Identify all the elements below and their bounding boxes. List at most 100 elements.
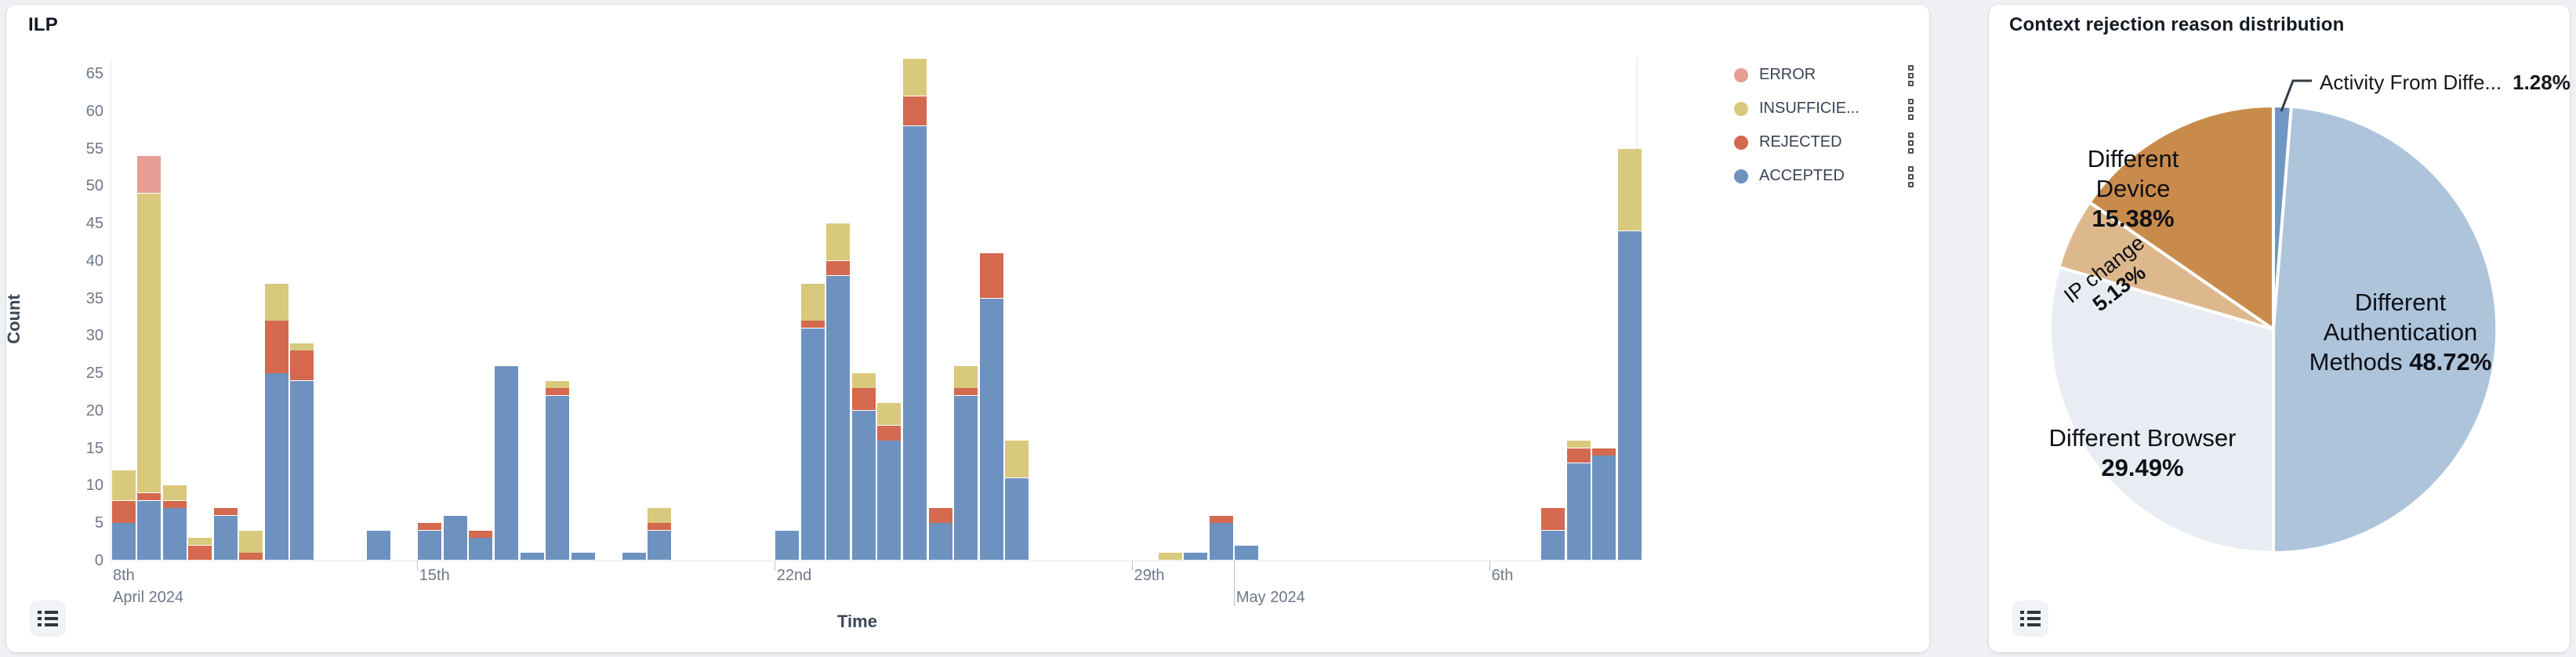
legend-item-insufficie[interactable]: INSUFFICIE... bbox=[1734, 100, 1859, 118]
legend-item-rejected[interactable]: REJECTED bbox=[1734, 133, 1842, 151]
bar-segment-insufficient[interactable] bbox=[1566, 441, 1591, 448]
bar-segment-accepted[interactable] bbox=[213, 515, 238, 561]
bar-segment-insufficient[interactable] bbox=[137, 193, 161, 493]
bar-segment-rejected[interactable] bbox=[648, 523, 672, 531]
bar-segment-rejected[interactable] bbox=[877, 426, 902, 441]
bar-segment-accepted[interactable] bbox=[775, 530, 800, 561]
bar-segment-rejected[interactable] bbox=[1566, 448, 1591, 463]
bar-segment-error[interactable] bbox=[137, 156, 161, 194]
legend-drag-handle-icon[interactable] bbox=[1908, 131, 1914, 154]
bar-segment-accepted[interactable] bbox=[1541, 530, 1566, 561]
bar-segment-rejected[interactable] bbox=[851, 388, 876, 411]
x-axis-tick-label: 6th bbox=[1491, 567, 1514, 584]
x-axis-tick-label: 29th bbox=[1134, 567, 1165, 584]
pie-slice-different-browser[interactable]: Different Browser 29.49% bbox=[2048, 265, 2275, 554]
bar-segment-insufficient[interactable] bbox=[1005, 441, 1029, 478]
bar-segment-insufficient[interactable] bbox=[954, 365, 978, 388]
bar-segment-insufficient[interactable] bbox=[239, 530, 263, 553]
bar-segment-rejected[interactable] bbox=[903, 96, 927, 126]
x-axis-tick-sublabel: April 2024 bbox=[113, 589, 184, 606]
bar-segment-rejected[interactable] bbox=[1592, 448, 1616, 456]
bar-segment-accepted[interactable] bbox=[367, 530, 391, 561]
bar-segment-accepted[interactable] bbox=[469, 538, 493, 561]
bar-segment-insufficient[interactable] bbox=[290, 343, 314, 350]
pie-slice-different-authentication-methods[interactable]: Different Authentication Methods 48.72% bbox=[2272, 104, 2499, 554]
bar-segment-accepted[interactable] bbox=[571, 553, 595, 561]
bar-segment-accepted[interactable] bbox=[546, 395, 570, 561]
y-axis-tick-label: 5 bbox=[94, 514, 103, 532]
bar-segment-accepted[interactable] bbox=[162, 508, 187, 561]
bar-segment-accepted[interactable] bbox=[1566, 463, 1591, 561]
bar-segment-accepted[interactable] bbox=[826, 275, 851, 561]
bar-segment-accepted[interactable] bbox=[520, 553, 544, 561]
bar-segment-rejected[interactable] bbox=[239, 553, 263, 561]
bar-segment-accepted[interactable] bbox=[800, 328, 825, 561]
pie-slice-different-device[interactable]: Different Device 15.38% bbox=[2088, 104, 2275, 331]
bar-segment-accepted[interactable] bbox=[954, 395, 978, 561]
bar-segment-accepted[interactable] bbox=[903, 125, 927, 561]
bar-segment-insufficient[interactable] bbox=[877, 403, 902, 426]
bar-segment-accepted[interactable] bbox=[111, 523, 136, 561]
legend-label: INSUFFICIE... bbox=[1759, 100, 1859, 117]
bar-segment-insufficient[interactable] bbox=[546, 380, 570, 388]
bar-segment-rejected[interactable] bbox=[162, 500, 187, 508]
legend-drag-handle-icon[interactable] bbox=[1908, 64, 1914, 87]
bar-segment-accepted[interactable] bbox=[494, 365, 518, 561]
bar-segment-insufficient[interactable] bbox=[1158, 553, 1182, 561]
bar-segment-insufficient[interactable] bbox=[851, 373, 876, 388]
bar-segment-rejected[interactable] bbox=[1541, 508, 1566, 531]
bar-segment-accepted[interactable] bbox=[877, 441, 902, 561]
bar-segment-insufficient[interactable] bbox=[648, 508, 672, 523]
legend-list-toggle-button[interactable] bbox=[2012, 601, 2048, 637]
bar-segment-accepted[interactable] bbox=[1592, 456, 1616, 561]
bar-segment-rejected[interactable] bbox=[213, 508, 238, 516]
bar-segment-accepted[interactable] bbox=[1235, 545, 1259, 561]
bar-segment-insufficient[interactable] bbox=[1617, 148, 1642, 230]
ilp-panel-title: ILP bbox=[28, 14, 58, 35]
bar-segment-rejected[interactable] bbox=[954, 388, 978, 396]
bar-segment-rejected[interactable] bbox=[826, 260, 851, 276]
bar-segment-rejected[interactable] bbox=[928, 508, 952, 523]
bar-segment-accepted[interactable] bbox=[928, 523, 952, 561]
bar-segment-rejected[interactable] bbox=[290, 350, 314, 381]
bar-segment-accepted[interactable] bbox=[137, 500, 161, 561]
bar-segment-rejected[interactable] bbox=[979, 253, 1003, 298]
bar-segment-rejected[interactable] bbox=[188, 545, 212, 561]
bar-segment-insufficient[interactable] bbox=[162, 485, 187, 500]
bar-segment-rejected[interactable] bbox=[800, 321, 825, 328]
legend-drag-handle-icon[interactable] bbox=[1908, 165, 1914, 188]
bar-segment-accepted[interactable] bbox=[418, 530, 442, 561]
bar-segment-accepted[interactable] bbox=[1184, 553, 1208, 561]
pie-callout-line bbox=[2280, 79, 2312, 112]
legend-drag-handle-icon[interactable] bbox=[1908, 97, 1914, 121]
bar-segment-rejected[interactable] bbox=[546, 388, 570, 396]
legend-label: REJECTED bbox=[1759, 133, 1842, 151]
bar-segment-rejected[interactable] bbox=[264, 321, 288, 373]
legend-item-accepted[interactable]: ACCEPTED bbox=[1734, 167, 1845, 185]
bar-segment-rejected[interactable] bbox=[137, 493, 161, 500]
bar-segment-accepted[interactable] bbox=[1005, 477, 1029, 561]
bar-segment-accepted[interactable] bbox=[1617, 230, 1642, 561]
bar-chart-plot-area: 0 5 10 15 20 25 30 35 40 45 50 55 60 65 8th April 2024 1… bbox=[6, 5, 1929, 652]
bar-segment-insufficient[interactable] bbox=[188, 538, 212, 546]
x-axis-tick bbox=[1233, 561, 1235, 606]
legend-item-error[interactable]: ERROR bbox=[1734, 66, 1816, 84]
bar-segment-insufficient[interactable] bbox=[111, 470, 136, 500]
bar-segment-rejected[interactable] bbox=[111, 500, 136, 523]
bar-segment-accepted[interactable] bbox=[979, 298, 1003, 561]
bar-segment-rejected[interactable] bbox=[469, 530, 493, 538]
bar-segment-accepted[interactable] bbox=[290, 380, 314, 561]
bar-segment-insufficient[interactable] bbox=[264, 283, 288, 321]
bar-segment-accepted[interactable] bbox=[1209, 523, 1233, 561]
bar-segment-accepted[interactable] bbox=[443, 515, 467, 561]
bar-segment-rejected[interactable] bbox=[1209, 515, 1233, 523]
bar-segment-accepted[interactable] bbox=[851, 410, 876, 561]
legend-list-toggle-button[interactable] bbox=[30, 601, 66, 637]
bar-segment-insufficient[interactable] bbox=[903, 58, 927, 96]
bar-segment-accepted[interactable] bbox=[264, 373, 288, 561]
bar-segment-accepted[interactable] bbox=[648, 530, 672, 561]
bar-segment-accepted[interactable] bbox=[622, 553, 646, 561]
bar-segment-insufficient[interactable] bbox=[800, 283, 825, 321]
bar-segment-rejected[interactable] bbox=[418, 523, 442, 531]
bar-segment-insufficient[interactable] bbox=[826, 223, 851, 261]
